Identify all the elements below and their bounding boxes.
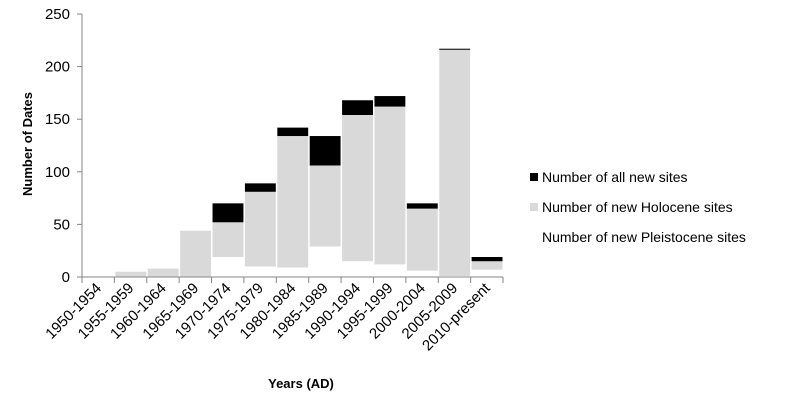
bar-number-of-new-holocene-sites-2005-2009: [439, 49, 471, 276]
bar-number-of-new-holocene-sites-1990-1994: [342, 114, 373, 262]
bar-number-of-all-new-sites-1970-1974: [212, 203, 244, 223]
bar-number-of-new-pleistocene-sites-2005-2009: [439, 275, 471, 277]
legend-swatch-number-of-new-pleistocene-sites: [530, 233, 538, 241]
bar-number-of-new-pleistocene-sites-2010-present: [471, 269, 503, 277]
legend-label-number-of-new-holocene-sites: Number of new Holocene sites: [542, 199, 733, 215]
bar-number-of-all-new-sites-1995-1999: [374, 96, 406, 107]
bar-number-of-new-pleistocene-sites-1970-1974: [212, 257, 244, 277]
bar-number-of-new-holocene-sites-1985-1989: [309, 165, 341, 247]
y-tick-label: 0: [62, 269, 70, 286]
bars-layer: [115, 48, 503, 277]
bar-number-of-new-holocene-sites-2010-present: [471, 261, 503, 270]
bar-number-of-new-holocene-sites-1970-1974: [212, 222, 244, 258]
y-tick-label: 250: [45, 6, 70, 23]
bar-number-of-all-new-sites-1985-1989: [309, 136, 341, 166]
bar-number-of-new-holocene-sites-1975-1979: [244, 191, 276, 267]
bar-number-of-new-pleistocene-sites-2000-2004: [406, 270, 438, 277]
y-tick-label: 200: [45, 59, 70, 76]
bar-number-of-all-new-sites-1980-1984: [277, 127, 309, 137]
bar-number-of-all-new-sites-1990-1994: [342, 100, 373, 115]
bar-number-of-new-pleistocene-sites-1975-1979: [244, 266, 276, 277]
bar-number-of-new-holocene-sites-2000-2004: [406, 208, 438, 271]
bar-number-of-new-pleistocene-sites-1990-1994: [342, 261, 373, 277]
bar-number-of-all-new-sites-2000-2004: [406, 203, 438, 209]
legend-swatch-number-of-new-holocene-sites: [530, 203, 538, 211]
legend-label-number-of-new-pleistocene-sites: Number of new Pleistocene sites: [542, 229, 746, 245]
bar-number-of-all-new-sites-2010-present: [471, 257, 503, 262]
legend-label-number-of-all-new-sites: Number of all new sites: [542, 169, 688, 185]
legend-swatch-number-of-all-new-sites: [530, 173, 538, 181]
bar-number-of-new-holocene-sites-1980-1984: [277, 136, 309, 268]
y-axis-title: Number of Dates: [20, 92, 35, 196]
bar-number-of-new-holocene-sites-1960-1964: [147, 268, 179, 277]
bar-number-of-new-holocene-sites-1965-1969: [180, 230, 212, 277]
bar-number-of-new-holocene-sites-1955-1959: [115, 271, 147, 277]
bar-number-of-new-pleistocene-sites-1980-1984: [277, 267, 309, 277]
bar-number-of-new-pleistocene-sites-1995-1999: [374, 264, 406, 277]
axes-layer: 0501001502002501950-19541955-19591960-19…: [42, 6, 504, 354]
bar-number-of-all-new-sites-1975-1979: [244, 183, 276, 192]
bar-number-of-new-pleistocene-sites-1985-1989: [309, 246, 341, 277]
bar-number-of-new-holocene-sites-1995-1999: [374, 106, 406, 265]
y-tick-label: 150: [45, 111, 70, 128]
y-tick-label: 100: [45, 164, 70, 181]
legend: Number of all new sites Number of new Hol…: [530, 169, 746, 245]
bar-number-of-all-new-sites-2005-2009: [439, 48, 471, 50]
x-axis-title: Years (AD): [268, 376, 334, 391]
y-tick-label: 50: [53, 216, 70, 233]
